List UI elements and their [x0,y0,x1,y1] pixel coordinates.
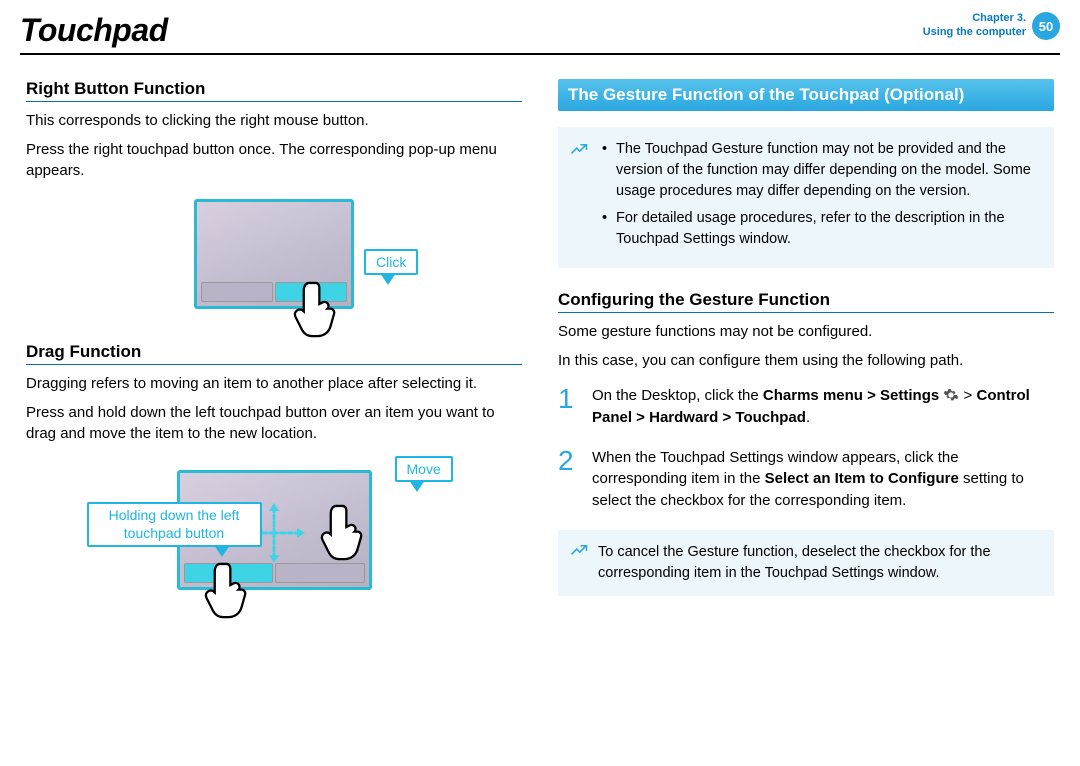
hand-icon-right [317,500,372,565]
step1-tail: . [806,409,810,426]
step-2: 2 When the Touchpad Settings window appe… [558,447,1054,512]
section-title-drag: Drag Function [26,342,522,365]
page-number-badge: 50 [1032,12,1060,40]
step1-bold1: Charms menu > Settings [763,387,943,404]
callout-click: Click [364,249,418,275]
step-body: On the Desktop, click the Charms menu > … [592,385,1054,429]
chapter-line1: Chapter 3. [923,12,1026,26]
chapter-block: Chapter 3. Using the computer 50 [923,12,1060,40]
page-title: Touchpad [20,12,168,49]
gesture-section-banner: The Gesture Function of the Touchpad (Op… [558,79,1054,111]
steps-list: 1 On the Desktop, click the Charms menu … [558,385,1054,512]
figure-drag: Move Holding down the left touchpad butt… [26,470,522,595]
note-cancel-text: To cancel the Gesture function, deselect… [598,542,1040,584]
hand-icon [290,277,345,342]
callout-move: Move [395,456,453,482]
step1-pre: On the Desktop, click the [592,387,763,404]
gear-icon [943,387,959,403]
step1-posticon: > [959,387,976,404]
touchpad-illustration: Click [194,199,354,309]
section-title-right-button: Right Button Function [26,79,522,102]
callout-hold: Holding down the left touchpad button [87,502,262,547]
note-item: For detailed usage procedures, refer to … [602,208,1040,250]
touchpad-left-button [201,282,273,302]
hand-icon-left [201,558,256,623]
step2-bold1: Select an Item to Configure [765,470,959,487]
drag-p2: Press and hold down the left touchpad bu… [26,402,522,444]
content-columns: Right Button Function This corresponds t… [0,55,1080,623]
touchpad-illustration-drag: Move Holding down the left touchpad butt… [177,470,372,590]
config-p2: In this case, you can configure them usi… [558,350,1054,371]
note-icon [570,141,588,166]
left-column: Right Button Function This corresponds t… [26,79,522,623]
chapter-text: Chapter 3. Using the computer [923,12,1026,40]
step-number: 1 [558,385,580,429]
right-button-p1: This corresponds to clicking the right m… [26,110,522,131]
config-p1: Some gesture functions may not be config… [558,321,1054,342]
note-item: The Touchpad Gesture function may not be… [602,139,1040,202]
touchpad-right-button-plain [275,563,365,583]
chapter-line2: Using the computer [923,26,1026,40]
note-box-cancel: To cancel the Gesture function, deselect… [558,530,1054,596]
note-list: The Touchpad Gesture function may not be… [602,139,1040,250]
page-header: Touchpad Chapter 3. Using the computer 5… [0,0,1080,49]
drag-p1: Dragging refers to moving an item to ano… [26,373,522,394]
right-button-p2: Press the right touchpad button once. Th… [26,139,522,181]
note-box-gesture-info: The Touchpad Gesture function may not be… [558,127,1054,268]
step-number: 2 [558,447,580,512]
step-body: When the Touchpad Settings window appear… [592,447,1054,512]
section-title-config: Configuring the Gesture Function [558,290,1054,313]
figure-right-click: Click [26,199,522,314]
right-column: The Gesture Function of the Touchpad (Op… [558,79,1054,623]
step-1: 1 On the Desktop, click the Charms menu … [558,385,1054,429]
note-icon [570,542,588,567]
